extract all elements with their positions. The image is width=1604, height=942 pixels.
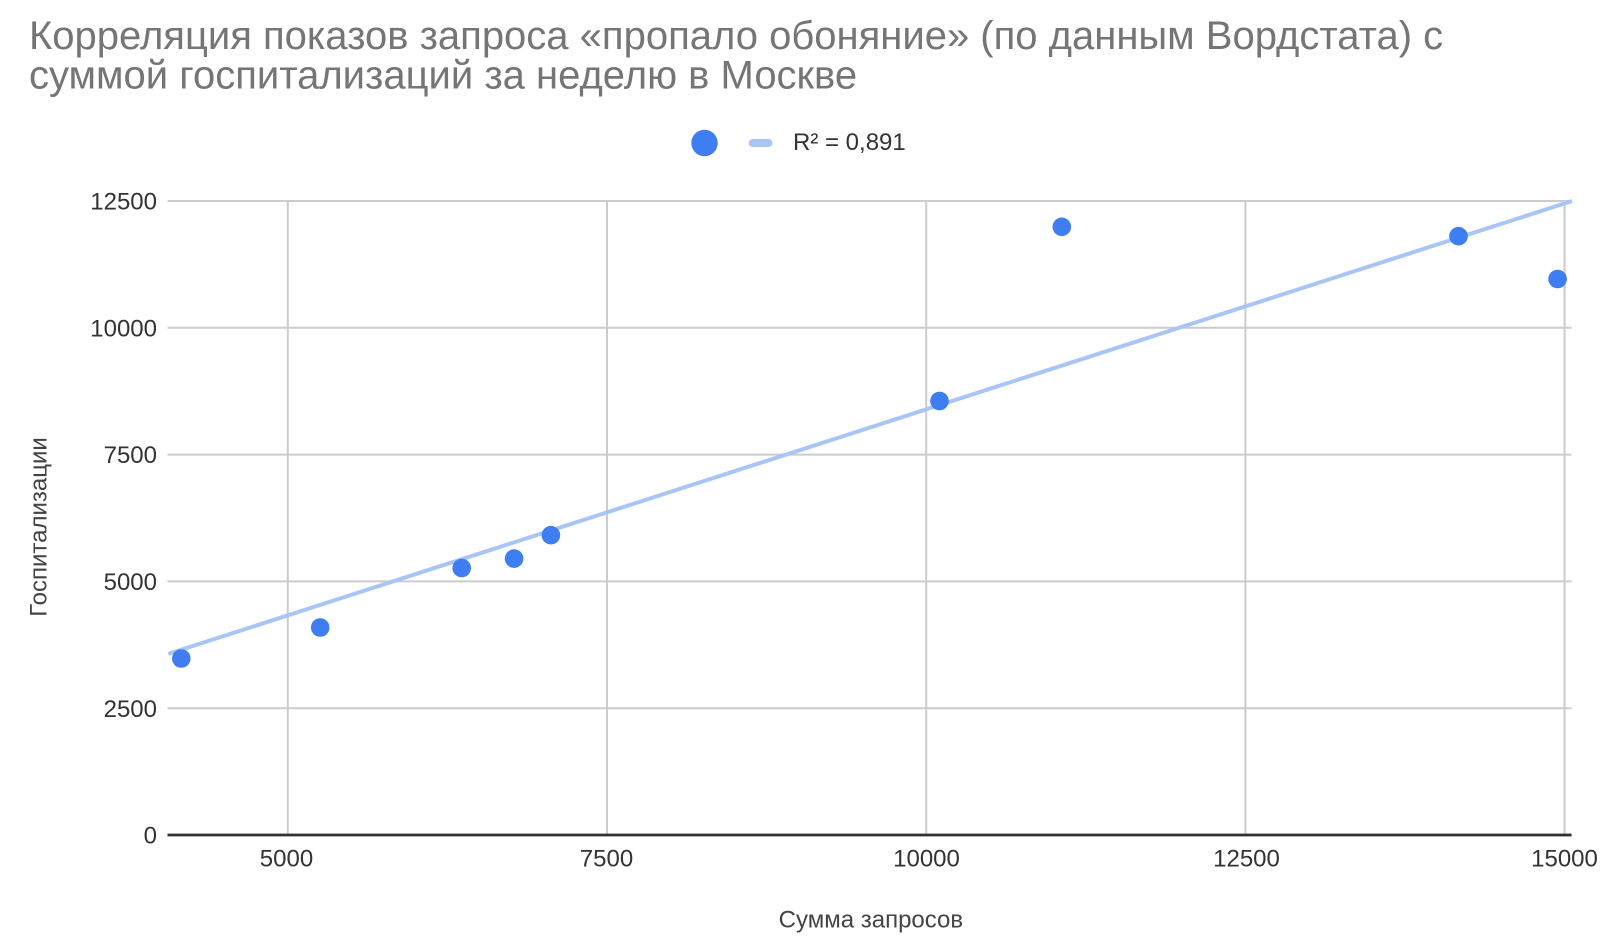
svg-text:0: 0 xyxy=(144,823,157,850)
svg-text:5000: 5000 xyxy=(260,846,313,873)
svg-text:5000: 5000 xyxy=(104,569,157,596)
svg-text:7500: 7500 xyxy=(580,846,633,873)
svg-text:R² = 0,891: R² = 0,891 xyxy=(793,129,906,156)
svg-text:12500: 12500 xyxy=(90,189,157,216)
svg-text:Сумма запросов: Сумма запросов xyxy=(779,906,964,933)
svg-text:10000: 10000 xyxy=(893,846,960,873)
svg-text:12500: 12500 xyxy=(1213,846,1280,873)
svg-text:7500: 7500 xyxy=(104,442,157,469)
svg-text:суммой госпитализаций за недел: суммой госпитализаций за неделю в Москве xyxy=(29,54,857,98)
svg-text:Корреляция показов запроса «пр: Корреляция показов запроса «пропало обон… xyxy=(29,14,1443,58)
svg-text:10000: 10000 xyxy=(90,315,157,342)
svg-text:2500: 2500 xyxy=(104,696,157,723)
svg-text:15000: 15000 xyxy=(1531,846,1598,873)
svg-text:Госпитализации: Госпитализации xyxy=(26,437,53,617)
